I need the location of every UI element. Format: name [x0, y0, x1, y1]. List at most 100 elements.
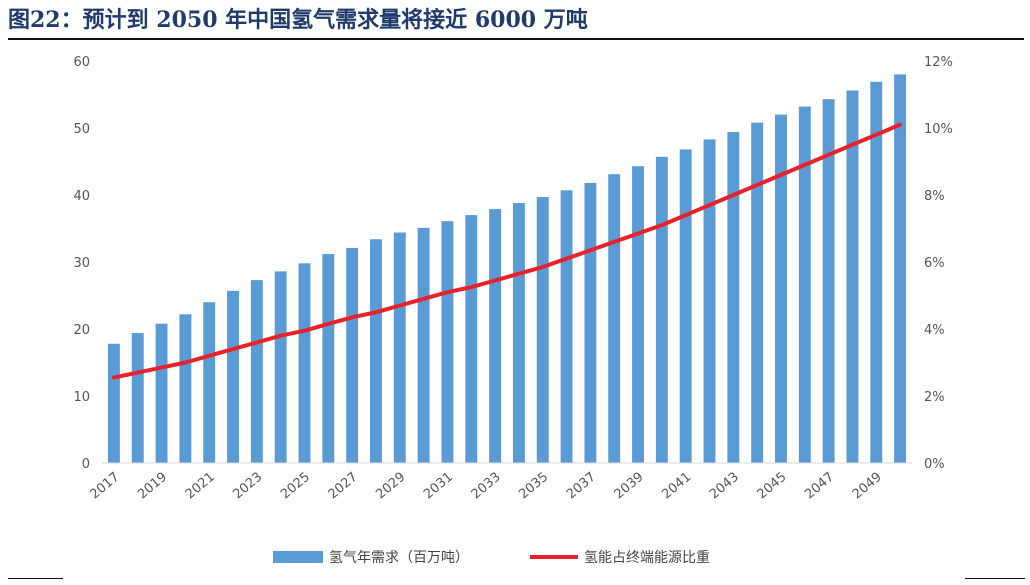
bar-2019 [155, 323, 168, 463]
bar-2045 [775, 114, 787, 463]
bar-2030 [417, 227, 430, 463]
line-series [111, 122, 903, 380]
bar-2038 [608, 174, 621, 464]
bar-2033 [489, 209, 502, 463]
bar-2021 [203, 302, 216, 463]
line-point-2041 [684, 213, 687, 217]
bottom-rule-right [965, 578, 1025, 579]
line-point-2017 [112, 376, 116, 379]
bar-2047 [822, 99, 835, 463]
bar-2041 [679, 149, 692, 463]
bar-2040 [655, 156, 668, 463]
x-tick-label: 2047 [802, 470, 837, 503]
line-point-2035 [541, 265, 544, 269]
bar-2049 [870, 81, 883, 464]
y-right-tick-label: 12% [924, 55, 953, 70]
y-left-tick-label: 50 [73, 122, 90, 137]
x-tick-label: 2029 [373, 470, 408, 503]
bar-2025 [298, 263, 311, 463]
line-point-2034 [517, 272, 521, 275]
x-tick-label: 2041 [659, 470, 694, 503]
bar-2048 [846, 90, 859, 463]
bar-2037 [584, 182, 597, 463]
line-point-2037 [589, 249, 592, 252]
y-left-tick-label: 20 [73, 323, 90, 338]
line-point-2048 [851, 143, 854, 146]
line-point-2018 [136, 371, 139, 374]
bar-series [107, 74, 907, 464]
left-axis-ticks: 0 10 20 30 40 50 60 [73, 55, 90, 472]
bar-2029 [393, 232, 406, 463]
y-left-tick-label: 0 [82, 457, 90, 472]
bar-2050 [894, 74, 907, 464]
y-left-tick-label: 40 [73, 189, 90, 204]
title-rule [8, 38, 1024, 40]
line-point-2022 [231, 347, 235, 351]
line-point-2049 [875, 133, 878, 136]
line-point-2019 [160, 366, 163, 369]
line-point-2047 [827, 153, 830, 156]
bar-2042 [703, 139, 716, 463]
share-line [111, 122, 903, 380]
x-tick-label: 2017 [87, 470, 122, 503]
line-point-2046 [803, 163, 806, 167]
x-tick-label: 2039 [612, 470, 647, 503]
line-point-2021 [208, 354, 211, 357]
legend-bar-swatch [273, 551, 323, 563]
bar-2026 [322, 253, 335, 463]
bar-2017 [107, 343, 120, 463]
y-left-tick-label: 10 [73, 390, 90, 405]
line-point-2040 [660, 223, 664, 227]
bar-2035 [536, 197, 549, 463]
line-point-2024 [279, 334, 282, 337]
x-tick-label: 2019 [135, 470, 170, 503]
x-tick-label: 2031 [421, 470, 456, 503]
line-point-2045 [779, 173, 783, 177]
x-tick-label: 2027 [326, 470, 361, 503]
x-tick-label: 2033 [469, 470, 504, 503]
bar-2036 [560, 190, 573, 463]
legend-bar-label: 氢气年需求（百万吨） [329, 550, 469, 566]
line-point-2038 [613, 240, 616, 244]
bar-2018 [131, 333, 144, 463]
line-point-2044 [755, 183, 759, 187]
line-point-2029 [398, 304, 401, 307]
legend-line-label: 氢能占终端能源比重 [584, 550, 710, 566]
x-tick-label: 2023 [230, 470, 265, 503]
x-tick-label: 2025 [278, 470, 313, 503]
y-right-tick-label: 0% [924, 457, 945, 472]
x-tick-label: 2021 [183, 470, 218, 503]
line-point-2028 [374, 311, 378, 314]
line-point-2039 [636, 232, 640, 235]
bar-2039 [632, 166, 644, 463]
line-point-2032 [470, 285, 473, 289]
bottom-rule-left [8, 578, 63, 579]
bar-2046 [798, 106, 811, 463]
line-point-2030 [422, 297, 425, 301]
bar-2027 [346, 247, 359, 463]
y-left-tick-label: 60 [73, 55, 90, 70]
y-right-tick-label: 2% [924, 390, 945, 405]
bar-2022 [227, 290, 239, 463]
bar-2023 [250, 280, 263, 463]
line-point-2023 [255, 341, 259, 344]
line-point-2025 [303, 329, 306, 332]
bar-2034 [512, 203, 525, 464]
x-axis: 2017 2019 2021 2023 2025 2027 2029 2031 2033 2035… [87, 462, 912, 503]
bar-2028 [370, 239, 382, 463]
y-right-tick-label: 10% [924, 122, 953, 137]
line-point-2020 [184, 361, 187, 364]
figure-title: 图22：预计到 2050 年中国氢气需求量将接近 6000 万吨 [8, 7, 588, 33]
line-point-2026 [327, 322, 330, 326]
y-right-tick-label: 6% [924, 256, 945, 271]
x-tick-label: 2045 [755, 470, 790, 503]
line-point-2033 [493, 279, 497, 282]
x-tick-label: 2037 [564, 470, 599, 503]
line-point-2027 [350, 316, 354, 319]
y-right-tick-label: 8% [924, 189, 945, 204]
x-tick-label: 2035 [516, 470, 551, 503]
x-tick-label: 2043 [707, 470, 742, 503]
x-tick-label: 2049 [850, 470, 885, 503]
line-point-2050 [898, 123, 902, 126]
